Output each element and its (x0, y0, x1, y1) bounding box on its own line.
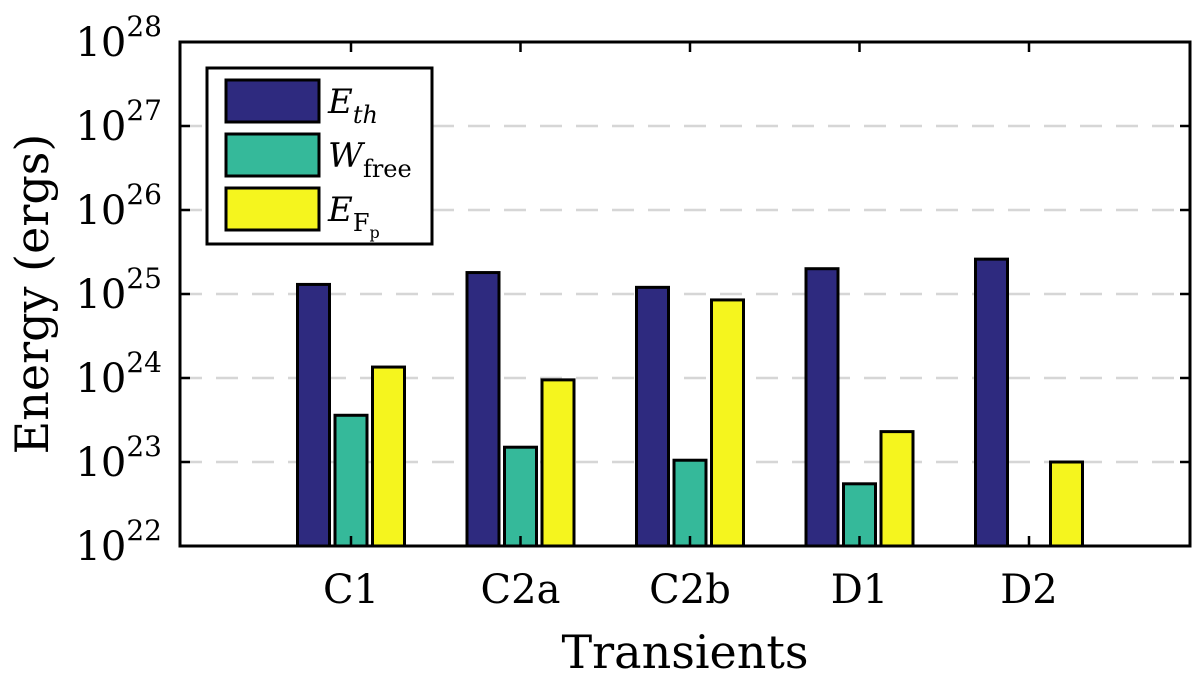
bar-D1-E_th (804, 267, 840, 548)
y-tick-labels: 1022 1023 1024 1025 1026 1027 1028 (75, 10, 162, 570)
y-tick-label: 1022 (75, 514, 162, 570)
bar-D1-W_free (842, 482, 877, 548)
x-tick-label: C2b (649, 567, 731, 613)
legend-swatch-E_Fp (224, 186, 321, 232)
bar-C2a-E_th (465, 271, 501, 548)
y-tick-label: 1023 (75, 430, 162, 486)
y-tick-label: 1028 (75, 10, 162, 66)
y-axis-title: Energy (ergs) (5, 134, 59, 455)
bar-D1-E_Fp (879, 430, 915, 548)
bar-C1-E_Fp (371, 365, 406, 548)
bar-C1-W_free (333, 413, 369, 548)
legend-label-E_Fp: EFp (327, 190, 380, 242)
x-tick-label: C2a (481, 567, 561, 613)
y-tick-label: 1027 (75, 94, 162, 150)
x-tick-labels: C1 C2a C2b D1 D2 (323, 567, 1058, 613)
y-tick-label: 1026 (75, 178, 162, 234)
bar-C2b-E_Fp (710, 298, 745, 548)
legend-label-E_th: Eth (327, 82, 378, 129)
bar-D2-E_Fp (1049, 460, 1084, 548)
axis-ticks (180, 40, 1190, 548)
y-tick-label: 1025 (75, 262, 162, 318)
bar-D2-E_th (974, 257, 1009, 548)
bars (296, 257, 1084, 548)
legend-label-W_free: Wfree (328, 136, 412, 183)
legend-swatch-E_th (224, 78, 321, 124)
legend-swatch-W_free (224, 132, 321, 178)
y-tick-label: 1024 (75, 346, 162, 402)
x-tick-label: C1 (323, 567, 379, 613)
legend: Eth Wfree EFp (205, 66, 434, 246)
bar-C2b-E_th (635, 285, 670, 548)
bar-C2a-W_free (503, 445, 538, 548)
x-axis-title: Transients (562, 625, 809, 679)
x-tick-label: D1 (831, 567, 889, 613)
bar-C1-E_th (296, 282, 331, 548)
x-tick-label: D2 (1000, 567, 1058, 613)
bar-C2b-W_free (672, 458, 708, 548)
bar-C2a-E_Fp (540, 378, 576, 548)
